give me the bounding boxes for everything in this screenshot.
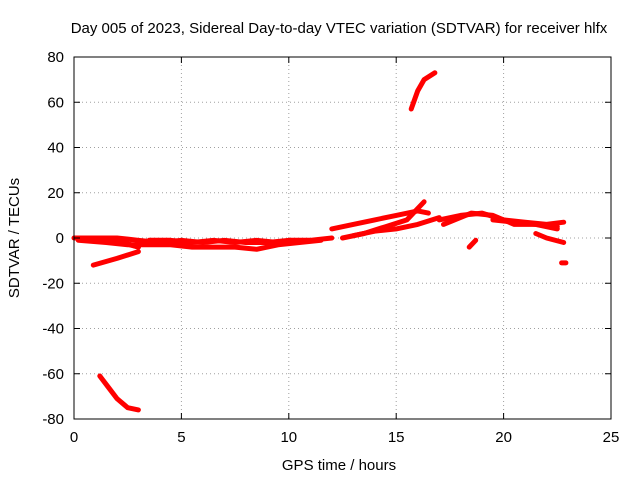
x-tick-label: 10 [280, 429, 297, 446]
series-late-4 [490, 217, 560, 232]
y-tick-label: 40 [47, 140, 64, 157]
x-tick-label: 25 [603, 429, 620, 446]
x-tick-label: 5 [177, 429, 185, 446]
series-late-3 [533, 231, 567, 245]
x-tick-label: 20 [495, 429, 512, 446]
x-axis-label: GPS time / hours [282, 457, 396, 474]
series-drop-2 [114, 237, 141, 250]
series-short-1 [466, 237, 479, 250]
series-group [71, 70, 569, 413]
chart-title: Day 005 of 2023, Sidereal Day-to-day VTE… [71, 20, 608, 37]
ticks [73, 56, 612, 420]
x-tick-labels: 0 5 10 15 20 25 [70, 429, 620, 446]
y-tick-label: 0 [56, 230, 64, 247]
series-rise-mid-3 [350, 215, 442, 239]
x-tick-label: 15 [388, 429, 405, 446]
y-tick-labels: -80 -60 -40 -20 0 20 40 60 80 [42, 49, 64, 428]
y-axis-label: SDTVAR / TECUs [6, 178, 23, 298]
y-tick-label: 20 [47, 185, 64, 202]
series-high-arc [408, 70, 438, 112]
y-tick-label: -60 [42, 366, 64, 383]
y-tick-label: -40 [42, 321, 64, 338]
y-tick-label: -80 [42, 411, 64, 428]
series-rise-neg [90, 249, 141, 268]
y-tick-label: 80 [47, 49, 64, 66]
y-tick-label: -20 [42, 275, 64, 292]
y-tick-label: 60 [47, 94, 64, 111]
series-low-arc [97, 373, 141, 413]
x-tick-label: 0 [70, 429, 78, 446]
series-baseline-c [146, 237, 281, 245]
series-rise-mid-1 [329, 208, 431, 232]
